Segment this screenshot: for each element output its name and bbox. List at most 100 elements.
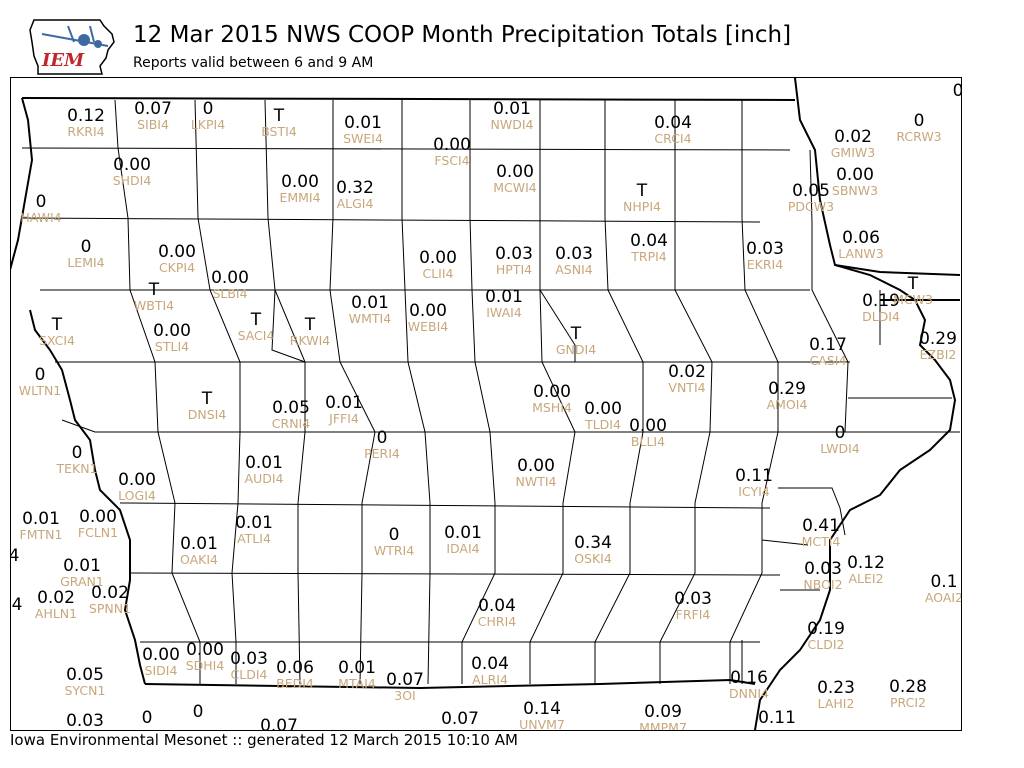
station-id: TEKN1 [55, 461, 97, 476]
station-id: MTAI4 [338, 676, 376, 691]
station-id: EMMI4 [279, 190, 320, 205]
station-id: CASI4 [810, 353, 847, 368]
station-id: SXCI4 [39, 333, 75, 348]
precip-value: 0.03 [804, 559, 842, 579]
station-id: CLDI2 [808, 637, 845, 652]
station-id: CRCI4 [654, 131, 691, 146]
precip-value: 0.06 [276, 658, 314, 678]
precip-value: 0.04 [654, 113, 692, 133]
station-id: FMTN1 [20, 527, 63, 542]
station-id: PRCI2 [890, 695, 926, 710]
station-id: SLBI4 [212, 286, 247, 301]
precip-value: 0.02 [668, 362, 706, 382]
precip-value: 0.12 [67, 106, 105, 126]
station-id: TRPI4 [630, 249, 667, 264]
precip-value: 0.02 [91, 583, 129, 603]
precip-value: 0.00 [517, 456, 555, 476]
station-id: BLLI4 [631, 434, 665, 449]
station-id: SDHI4 [186, 658, 225, 673]
station-id: GNDI4 [556, 342, 596, 357]
station-id: AMOI4 [767, 397, 808, 412]
station-id: UNVM7 [519, 717, 565, 732]
station-id: MSHI4 [532, 400, 572, 415]
precip-value: 0.29 [919, 329, 957, 349]
station-id: FRFI4 [676, 607, 711, 622]
precip-value: T [201, 389, 213, 409]
page-subtitle: Reports valid between 6 and 9 AM [133, 55, 374, 71]
station-id: NHPI4 [623, 199, 661, 214]
precip-value: 0.01 [493, 99, 531, 119]
precip-value: 0.06 [842, 228, 880, 248]
partial-precip-value: 4 [9, 546, 20, 566]
station-id: SIBI4 [137, 117, 169, 132]
precip-value: 0.14 [523, 699, 561, 719]
precip-value: 0.00 [142, 645, 180, 665]
precip-value: 0.01 [351, 293, 389, 313]
station-id: MMPM7 [639, 720, 687, 735]
station-id: CKPI4 [159, 260, 195, 275]
precip-value: T [250, 310, 262, 330]
station-id: EKRI4 [747, 257, 783, 272]
precip-value: 0.19 [862, 291, 900, 311]
state-boundaries [10, 77, 961, 730]
precip-value: 0.04 [471, 654, 509, 674]
station-id: ATLI4 [237, 531, 271, 546]
station-id: RCRW3 [896, 129, 941, 144]
precip-value: 0.00 [533, 382, 571, 402]
precip-value: 0.07 [386, 670, 424, 690]
station-id: IDAI4 [446, 541, 479, 556]
partial-precip-value: 0.11 [758, 708, 796, 728]
station-id: LOGI4 [118, 488, 156, 503]
precip-value: T [570, 324, 582, 344]
precip-value: 0 [36, 192, 47, 212]
station-id: AUDI4 [245, 471, 284, 486]
partial-precip-value: 0.07 [260, 716, 298, 736]
station-id: AOAI2 [925, 590, 963, 605]
station-id: HPTI4 [496, 262, 532, 277]
precip-value: 0.1 [930, 572, 957, 592]
station-id: DNNI4 [729, 686, 769, 701]
station-id: EZBI2 [920, 347, 957, 362]
precip-value: 0.01 [325, 393, 363, 413]
edge-observations: 0.03 0 0 0.07 0.07 0.11 4 4 0 [9, 81, 961, 736]
station-id: ASNI4 [555, 262, 593, 277]
precip-value: 0.34 [574, 533, 612, 553]
station-id: CRNI4 [272, 416, 310, 431]
precip-value: 0.05 [792, 181, 830, 201]
precip-value: 0.00 [496, 162, 534, 182]
station-id: VNTI4 [668, 380, 705, 395]
